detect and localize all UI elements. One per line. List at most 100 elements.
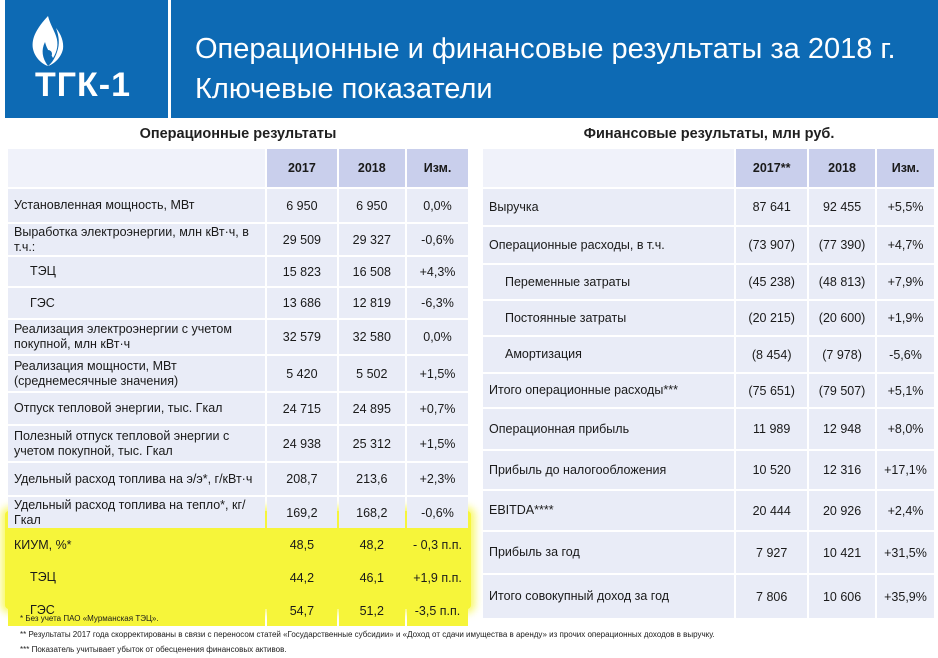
value-2017: 44,2: [267, 562, 337, 593]
value-2017: (75 651): [736, 374, 808, 407]
table-row: Реализация электроэнергии с учетом покуп…: [8, 320, 468, 354]
value-2017: 24 715: [267, 393, 337, 424]
value-change: +5,5%: [877, 189, 934, 225]
value-change: +4,3%: [407, 257, 468, 286]
value-2017: 87 641: [736, 189, 808, 225]
value-2017: 5 420: [267, 356, 337, 391]
value-change: -3,5 п.п.: [407, 595, 468, 626]
value-change: +7,9%: [877, 265, 934, 299]
value-2018: 25 312: [338, 426, 406, 461]
row-label: Постоянные затраты: [483, 301, 735, 335]
row-label: Установленная мощность, МВт: [8, 189, 266, 222]
row-label: Удельный расход топлива на э/э*, г/кВт·ч: [8, 463, 266, 495]
value-change: -6,3%: [407, 288, 468, 318]
title-banner: Операционные и финансовые результаты за …: [171, 0, 938, 118]
table-header-row: 2017 2018 Изм.: [8, 149, 468, 187]
table-row: Итого операционные расходы*** (75 651) (…: [483, 374, 934, 407]
value-2018: 12 819: [338, 288, 406, 318]
table-row: Полезный отпуск тепловой энергии с учето…: [8, 426, 468, 461]
value-change: +2,4%: [877, 491, 934, 530]
row-label: Операционная прибыль: [483, 409, 735, 449]
table-row: Выработка электроэнергии, млн кВт·ч, в т…: [8, 224, 468, 255]
table-row: Отпуск тепловой энергии, тыс. Гкал 24 71…: [8, 393, 468, 424]
value-2018: 10 421: [809, 532, 876, 573]
value-2017: 48,5: [267, 530, 337, 560]
table-row: Постоянные затраты (20 215) (20 600) +1,…: [483, 301, 934, 335]
value-change: - 0,3 п.п.: [407, 530, 468, 560]
value-2018: 213,6: [338, 463, 406, 495]
value-2017: 169,2: [267, 497, 337, 528]
value-2018: (77 390): [809, 227, 876, 263]
row-label: Отпуск тепловой энергии, тыс. Гкал: [8, 393, 266, 424]
row-label: EBITDA****: [483, 491, 735, 530]
header-2017: 2017: [267, 149, 337, 187]
page-title: Операционные и финансовые результаты за …: [195, 33, 896, 65]
value-2018: 24 895: [338, 393, 406, 424]
operational-section-title: Операционные результаты: [139, 126, 337, 142]
value-2018: 46,1: [338, 562, 406, 593]
value-change: +2,3%: [407, 463, 468, 495]
value-2018: 32 580: [338, 320, 406, 354]
table-row: Удельный расход топлива на тепло*, кг/Гк…: [8, 497, 468, 528]
value-2018: 51,2: [338, 595, 406, 626]
value-2017: 54,7: [267, 595, 337, 626]
header-change: Изм.: [407, 149, 468, 187]
value-2017: 10 520: [736, 451, 808, 489]
value-change: +1,5%: [407, 426, 468, 461]
value-2017: 15 823: [267, 257, 337, 286]
row-label: Итого совокупный доход за год: [483, 575, 735, 618]
table-row: ГЭС 13 686 12 819 -6,3%: [8, 288, 468, 318]
value-change: +8,0%: [877, 409, 934, 449]
financial-table: 2017** 2018 Изм. Выручка 87 641 92 455 +…: [481, 147, 936, 620]
row-label: Прибыль до налогообложения: [483, 451, 735, 489]
value-2018: 168,2: [338, 497, 406, 528]
value-2017: (73 907): [736, 227, 808, 263]
table-row-kium: КИУМ, %* 48,5 48,2 - 0,3 п.п.: [8, 530, 468, 560]
value-2017: 20 444: [736, 491, 808, 530]
value-2018: 29 327: [338, 224, 406, 255]
row-label: ГЭС: [8, 288, 266, 318]
table-row: Выручка 87 641 92 455 +5,5%: [483, 189, 934, 225]
value-change: +31,5%: [877, 532, 934, 573]
table-row-kium: ТЭЦ 44,2 46,1 +1,9 п.п.: [8, 562, 468, 593]
table-row: Установленная мощность, МВт 6 950 6 950 …: [8, 189, 468, 222]
value-2018: (20 600): [809, 301, 876, 335]
row-label: Реализация электроэнергии с учетом покуп…: [8, 320, 266, 354]
row-label: Выручка: [483, 189, 735, 225]
header-blank-cell: [483, 149, 735, 187]
operational-table: 2017 2018 Изм. Установленная мощность, М…: [6, 147, 470, 628]
value-2018: 16 508: [338, 257, 406, 286]
value-change: +5,1%: [877, 374, 934, 407]
value-2018: (79 507): [809, 374, 876, 407]
value-change: +1,9%: [877, 301, 934, 335]
value-change: +1,5%: [407, 356, 468, 391]
row-label: Прибыль за год: [483, 532, 735, 573]
table-row: Операционная прибыль 11 989 12 948 +8,0%: [483, 409, 934, 449]
table-row: Прибыль за год 7 927 10 421 +31,5%: [483, 532, 934, 573]
value-change: +17,1%: [877, 451, 934, 489]
value-2017: 7 806: [736, 575, 808, 618]
value-change: -0,6%: [407, 497, 468, 528]
value-change: +35,9%: [877, 575, 934, 618]
value-change: +0,7%: [407, 393, 468, 424]
slide-header: ТГК-1 Операционные и финансовые результа…: [0, 0, 938, 118]
table-row-kium: ГЭС 54,7 51,2 -3,5 п.п.: [8, 595, 468, 626]
table-row: Итого совокупный доход за год 7 806 10 6…: [483, 575, 934, 618]
table-header-row: 2017** 2018 Изм.: [483, 149, 934, 187]
value-2018: 12 948: [809, 409, 876, 449]
value-2018: 12 316: [809, 451, 876, 489]
row-label: Выработка электроэнергии, млн кВт·ч, в т…: [8, 224, 266, 255]
row-label: ТЭЦ: [8, 257, 266, 286]
value-2017: 7 927: [736, 532, 808, 573]
value-change: +4,7%: [877, 227, 934, 263]
value-change: -0,6%: [407, 224, 468, 255]
header-2018: 2018: [338, 149, 406, 187]
value-2017: 29 509: [267, 224, 337, 255]
gas-flame-icon: [32, 16, 64, 66]
row-label: Итого операционные расходы***: [483, 374, 735, 407]
value-change: -5,6%: [877, 337, 934, 372]
value-2018: 6 950: [338, 189, 406, 222]
table-row: Переменные затраты (45 238) (48 813) +7,…: [483, 265, 934, 299]
table-row: Реализация мощности, МВт (среднемесячные…: [8, 356, 468, 391]
value-2017: (20 215): [736, 301, 808, 335]
